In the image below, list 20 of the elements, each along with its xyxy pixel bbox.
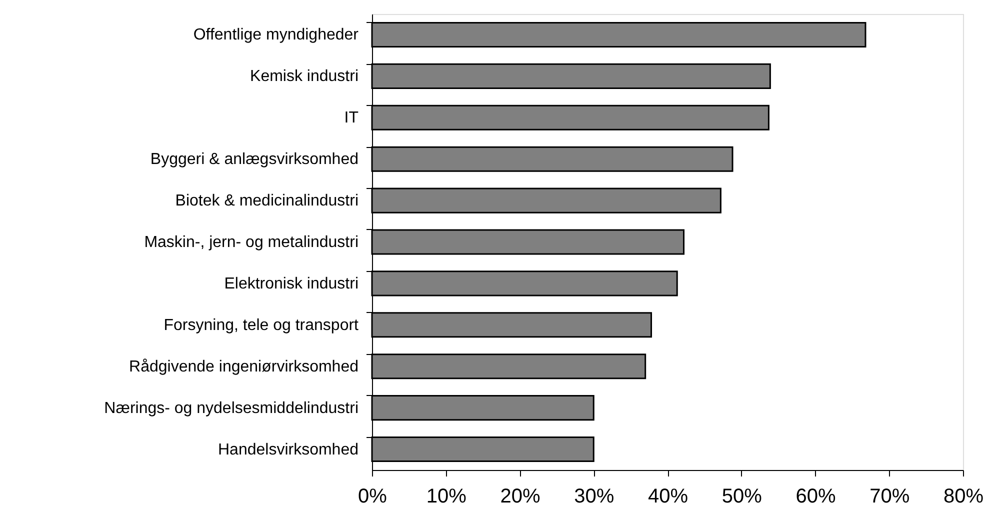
y-tick-label: Forsyning, tele og transport: [164, 316, 360, 334]
y-tick-label: Nærings- og nydelsesmiddelindustri: [104, 400, 358, 417]
x-tick-label: 20%: [500, 486, 540, 508]
x-tick-label: 50%: [722, 486, 762, 508]
y-tick-label: Offentlige myndigheder: [193, 26, 360, 44]
x-tick-label: 0%: [358, 486, 388, 508]
y-tick-label: Rådgivende ingeniørvirksomhed: [129, 358, 358, 376]
y-tick-label: Maskin-, jern- og metalindustri: [144, 234, 358, 251]
y-tick-label: Elektronisk industri: [224, 275, 358, 292]
y-tick-label: Handelsvirksomhed: [218, 441, 358, 458]
y-tick-label: IT: [344, 110, 359, 127]
x-tick-label: 60%: [796, 486, 836, 508]
x-tick-label: 30%: [574, 486, 614, 508]
x-tick-label: 40%: [648, 486, 688, 508]
x-tick-label: 80%: [943, 486, 984, 508]
x-tick-label: 10%: [426, 486, 467, 508]
y-tick-label: Kemisk industri: [250, 68, 358, 86]
y-tick-label: Byggeri & anlægsvirksomhed: [150, 151, 358, 168]
y-tick-label: Biotek & medicinalindustri: [175, 192, 358, 210]
x-tick-label: 70%: [870, 486, 910, 508]
